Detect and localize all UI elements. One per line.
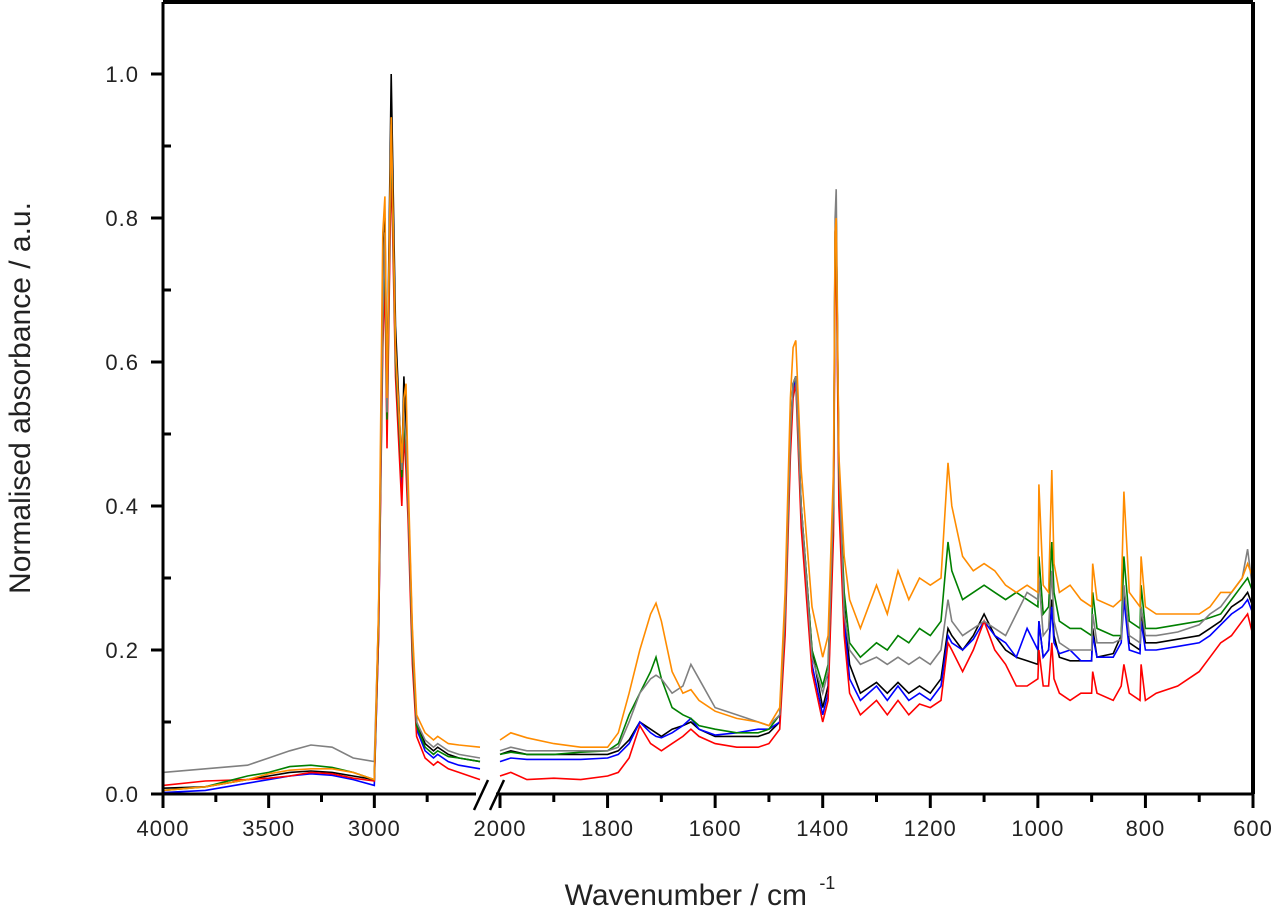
- axis-ticks: [151, 72, 1255, 808]
- y-tick-label: 0.0: [105, 782, 139, 807]
- x-tick-label: 1800: [581, 816, 634, 841]
- tick-labels: 0.0 0.2 0.4 0.6 0.8 1.0 4000 3500 3000 2000 1800 16…: [105, 62, 1273, 841]
- x-tick-label: 2000: [474, 816, 527, 841]
- spectrum-line-gray-right: [499, 189, 1254, 752]
- x-axis-title-superscript: -1: [819, 873, 835, 893]
- y-tick-label: 0.8: [105, 206, 139, 231]
- x-tick-label: 600: [1233, 816, 1273, 841]
- plot-frame: [151, 0, 1255, 806]
- spectrum-line-green-right: [499, 217, 1254, 756]
- spectrum-line-red-right: [499, 253, 1254, 781]
- x-tick-label: 800: [1126, 816, 1166, 841]
- axis-break-marker: [472, 779, 506, 811]
- x-tick-label: 1200: [904, 816, 957, 841]
- break-slash-2: [488, 779, 506, 811]
- x-tick-label: 4000: [137, 816, 190, 841]
- x-tick-label: 1000: [1011, 816, 1064, 841]
- y-tick-label: 0.2: [105, 638, 139, 663]
- x-tick-label: 3000: [348, 816, 401, 841]
- y-tick-label: 0.6: [105, 350, 139, 375]
- spectrum-line-orange-right: [499, 217, 1254, 749]
- y-tick-label: 1.0: [105, 62, 139, 87]
- spectrum-line-orange-left: [162, 117, 481, 792]
- x-axis-title-text: Wavenumber / cm: [565, 879, 807, 912]
- x-tick-label: 1400: [796, 816, 849, 841]
- y-tick-label: 0.4: [105, 494, 139, 519]
- series-layer: [162, 73, 1254, 794]
- spectrum-line-black-left: [162, 73, 481, 789]
- x-tick-label: 1600: [689, 816, 742, 841]
- break-slash-1: [472, 779, 490, 811]
- y-axis-title: Normalised absorbance / a.u.: [4, 202, 37, 594]
- x-tick-label: 3500: [242, 816, 295, 841]
- x-axis-title: Wavenumber / cm -1: [565, 873, 836, 912]
